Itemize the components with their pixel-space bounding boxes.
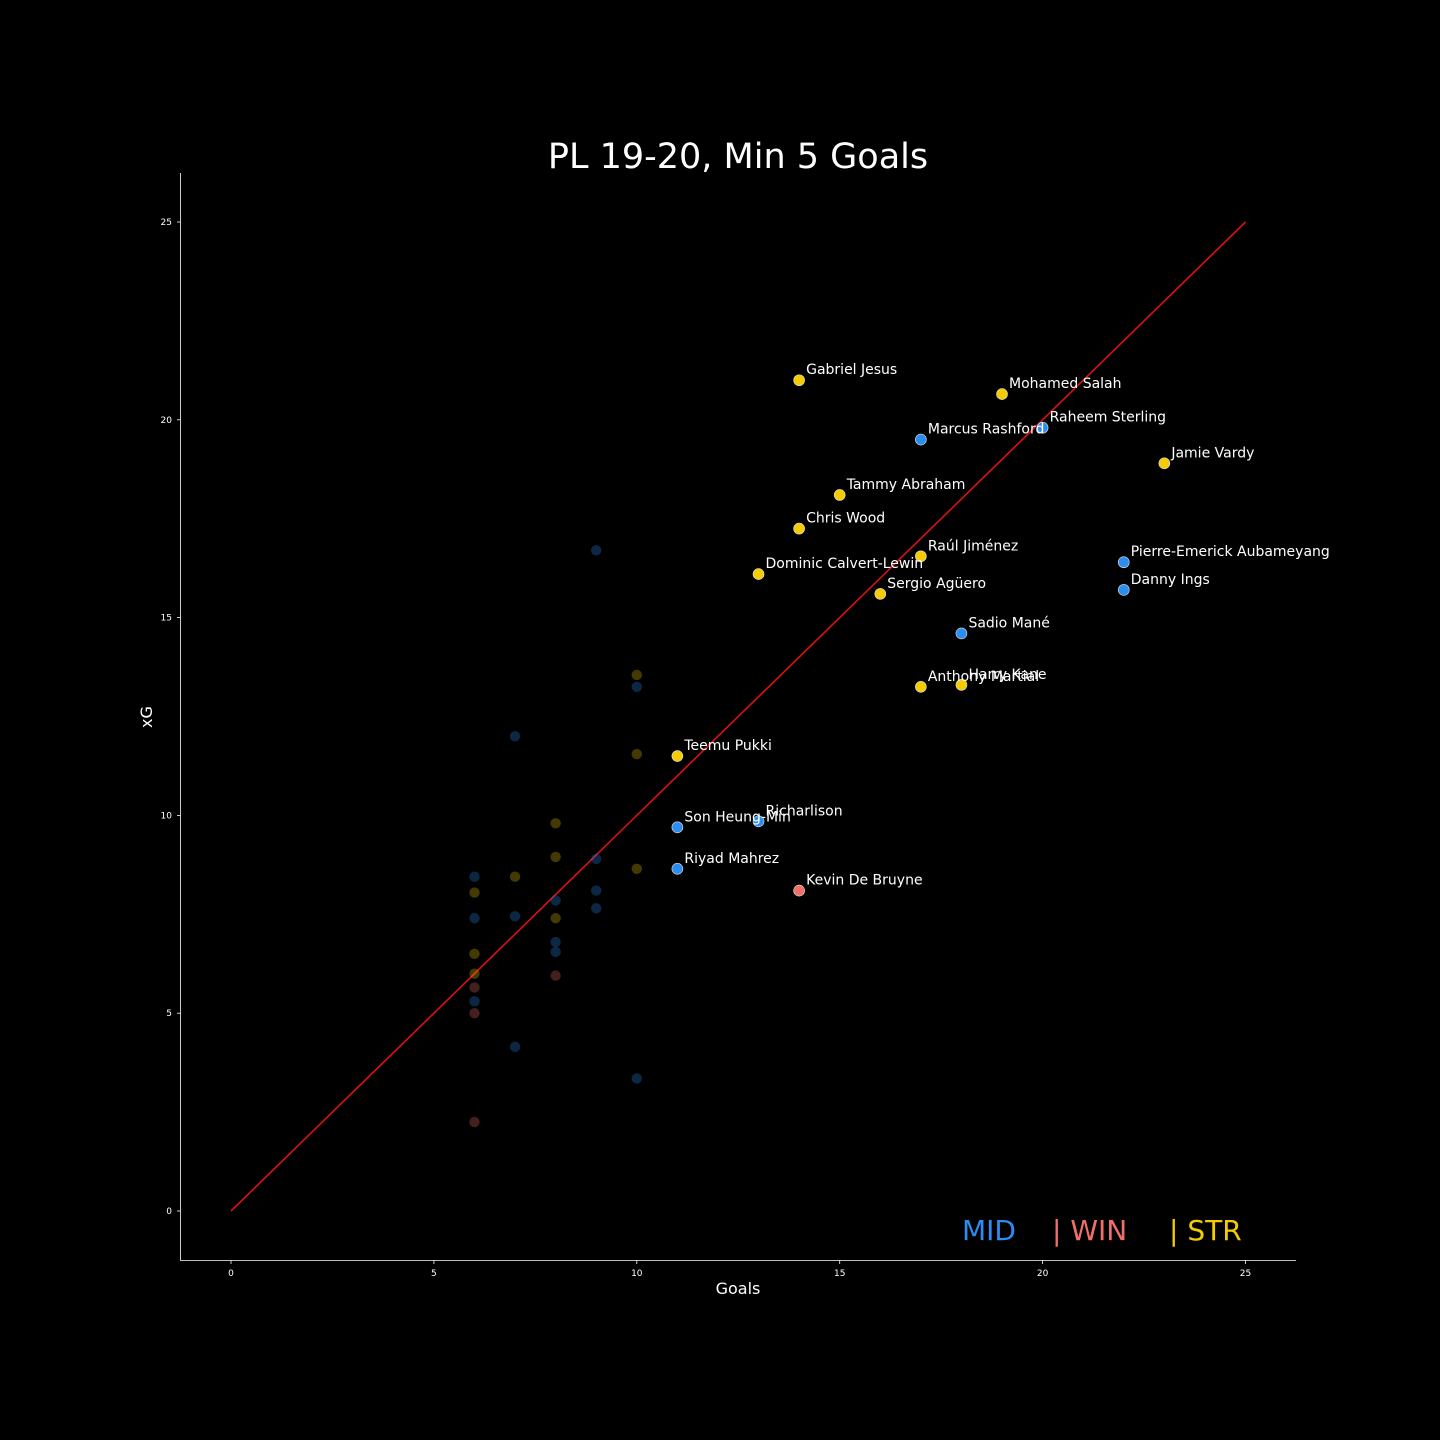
y-tick-label: 10	[161, 811, 173, 821]
faded-point	[591, 885, 602, 896]
faded-point	[509, 871, 521, 882]
faded-point	[469, 887, 480, 898]
legend-mid: MID	[962, 1214, 1016, 1247]
chart-title: PL 19-20, Min 5 Goals	[548, 137, 928, 177]
axis-ticks: 0 5 10 15 20 25 0 5 10 15 20 25	[161, 218, 1252, 1279]
faded-point	[550, 936, 561, 948]
data-point	[833, 489, 846, 501]
point-label: Mohamed Salah	[1009, 376, 1122, 392]
x-tick-label: 25	[1240, 1269, 1251, 1279]
x-tick-label: 10	[631, 1269, 643, 1279]
faded-point	[631, 863, 642, 875]
data-point	[671, 750, 684, 762]
faded-point	[591, 853, 602, 865]
faded-point	[631, 748, 642, 760]
y-tick-label: 5	[166, 1009, 172, 1019]
point-label: Raúl Jiménez	[928, 538, 1018, 554]
data-point	[955, 679, 968, 691]
labeled-points: Gabriel Jesus Mohamed Salah Raheem Sterlin…	[671, 362, 1330, 897]
reference-line	[230, 221, 1247, 1212]
point-label: Harry Kane	[968, 667, 1046, 683]
point-label: Riyad Mahrez	[684, 851, 779, 867]
legend-str: | STR	[1169, 1214, 1242, 1247]
y-axis-label: xG	[137, 706, 156, 728]
x-tick-label: 0	[228, 1269, 234, 1279]
faded-point	[550, 913, 561, 924]
faded-point	[550, 895, 561, 906]
faded-point	[469, 948, 480, 960]
faded-point	[469, 982, 480, 993]
faded-point	[631, 669, 642, 681]
point-label: Anthony Martial	[928, 669, 1039, 685]
data-point	[793, 374, 805, 387]
point-label: Sadio Mané	[968, 615, 1049, 631]
y-tick-label: 0	[166, 1207, 172, 1217]
faded-point	[469, 1008, 480, 1019]
data-point	[752, 815, 765, 828]
faded-point	[550, 946, 561, 958]
point-label: Gabriel Jesus	[806, 362, 897, 378]
point-label: Marcus Rashford	[928, 422, 1044, 438]
data-point	[1117, 584, 1130, 596]
y-tick-label: 20	[161, 416, 173, 426]
legend: MID | WIN | STR	[962, 1214, 1242, 1254]
data-point	[671, 821, 684, 834]
y-tick-label: 15	[161, 614, 172, 624]
faded-point	[631, 1073, 642, 1084]
x-tick-label: 5	[431, 1269, 437, 1279]
faded-point	[469, 913, 480, 924]
point-label: Pierre-Emerick Aubameyang	[1131, 544, 1330, 560]
faded-point	[631, 681, 642, 693]
faded-point	[469, 1116, 480, 1128]
data-point	[793, 522, 805, 535]
point-label: Tammy Abraham	[846, 477, 966, 493]
data-point	[915, 681, 927, 693]
point-label: Sergio Agüero	[887, 576, 986, 592]
faded-point	[509, 1041, 521, 1053]
point-label: Jamie Vardy	[1170, 445, 1254, 461]
data-point	[1036, 421, 1049, 434]
point-label: Raheem Sterling	[1050, 410, 1166, 426]
faded-point	[591, 903, 602, 914]
legend-win: | WIN	[1052, 1214, 1128, 1247]
faded-point	[550, 970, 561, 981]
data-point	[793, 884, 805, 897]
point-label: Richarlison	[766, 803, 843, 819]
data-point	[996, 388, 1008, 400]
faded-point	[469, 871, 480, 882]
y-tick-label: 25	[161, 218, 172, 228]
faded-point	[550, 851, 561, 863]
faded-point	[550, 818, 561, 829]
x-tick-label: 15	[834, 1269, 845, 1279]
point-label: Dominic Calvert-Lewin	[766, 556, 924, 572]
data-point	[874, 588, 887, 600]
point-label: Son Heung-Min	[684, 809, 790, 825]
point-label: Kevin De Bruyne	[806, 873, 922, 889]
x-tick-label: 20	[1037, 1269, 1049, 1279]
faded-point	[469, 968, 480, 979]
x-axis-label: Goals	[716, 1279, 761, 1298]
faded-point	[509, 731, 521, 742]
data-point	[915, 550, 927, 563]
point-label: Danny Ings	[1131, 572, 1210, 588]
point-label: Teemu Pukki	[683, 738, 772, 754]
point-label: Chris Wood	[806, 511, 885, 527]
faded-point	[509, 911, 521, 922]
data-point	[1158, 457, 1171, 470]
faded-points	[469, 545, 642, 1128]
data-point	[955, 627, 968, 640]
data-point	[671, 863, 684, 875]
data-point	[1117, 556, 1130, 569]
faded-point	[469, 996, 480, 1007]
faded-point	[591, 545, 602, 556]
data-point	[752, 568, 765, 580]
data-point	[915, 433, 927, 446]
